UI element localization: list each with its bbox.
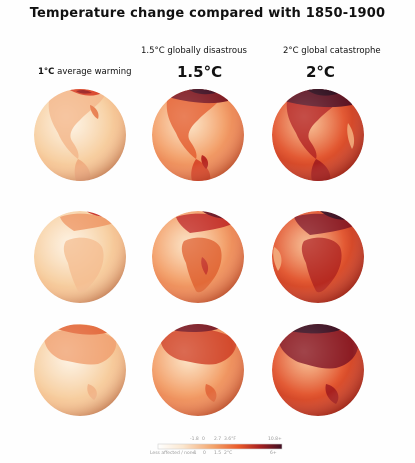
legend-subtick-low: -1 bbox=[192, 451, 197, 456]
legend-tick-high: 10.8+ bbox=[268, 437, 282, 442]
column-header-1c-label: average warming bbox=[54, 67, 132, 77]
legend-subtick-c: 2°C bbox=[224, 451, 233, 456]
legend-tick-low: -1.8 bbox=[190, 437, 199, 442]
column-header-1-5c: 1.5°C globally disastrous bbox=[141, 46, 247, 56]
figure-title: Temperature change compared with 1850-19… bbox=[29, 6, 386, 21]
globe-africa-1-5c bbox=[152, 211, 244, 303]
globe-asia-1-5c bbox=[152, 324, 244, 416]
globe-americas-1c bbox=[34, 89, 126, 181]
legend-subtick-zero: 0 bbox=[203, 451, 206, 456]
globe-americas-1-5c bbox=[152, 89, 244, 181]
column-big-1-5c: 1.5°C bbox=[177, 63, 223, 81]
column-header-2c: 2°C global catastrophe bbox=[283, 46, 381, 56]
legend-tick-f: 3.6°F bbox=[224, 437, 236, 442]
legend-subtick-high: 6+ bbox=[270, 451, 277, 456]
column-header-1c-prefix: 1°C bbox=[38, 67, 55, 77]
globe-asia-1c bbox=[34, 324, 126, 416]
globe-asia-2c bbox=[272, 324, 364, 416]
legend-subtick-mid: 1.5 bbox=[214, 451, 222, 456]
column-header-1c: 1°C average warming bbox=[38, 67, 132, 77]
legend-tick-mid: 2.7 bbox=[214, 437, 222, 442]
legend-note: Less affected / none bbox=[150, 451, 196, 456]
column-big-2c: 2°C bbox=[306, 63, 335, 81]
legend-colorbar bbox=[157, 443, 283, 450]
globe-africa-2c bbox=[272, 211, 364, 303]
globe-americas-2c bbox=[272, 89, 364, 181]
color-legend: -1.8 0 2.7 3.6°F 10.8+ Less affected / n… bbox=[150, 436, 290, 460]
globe-africa-1c bbox=[34, 211, 126, 303]
legend-tick-zero: 0 bbox=[202, 437, 205, 442]
